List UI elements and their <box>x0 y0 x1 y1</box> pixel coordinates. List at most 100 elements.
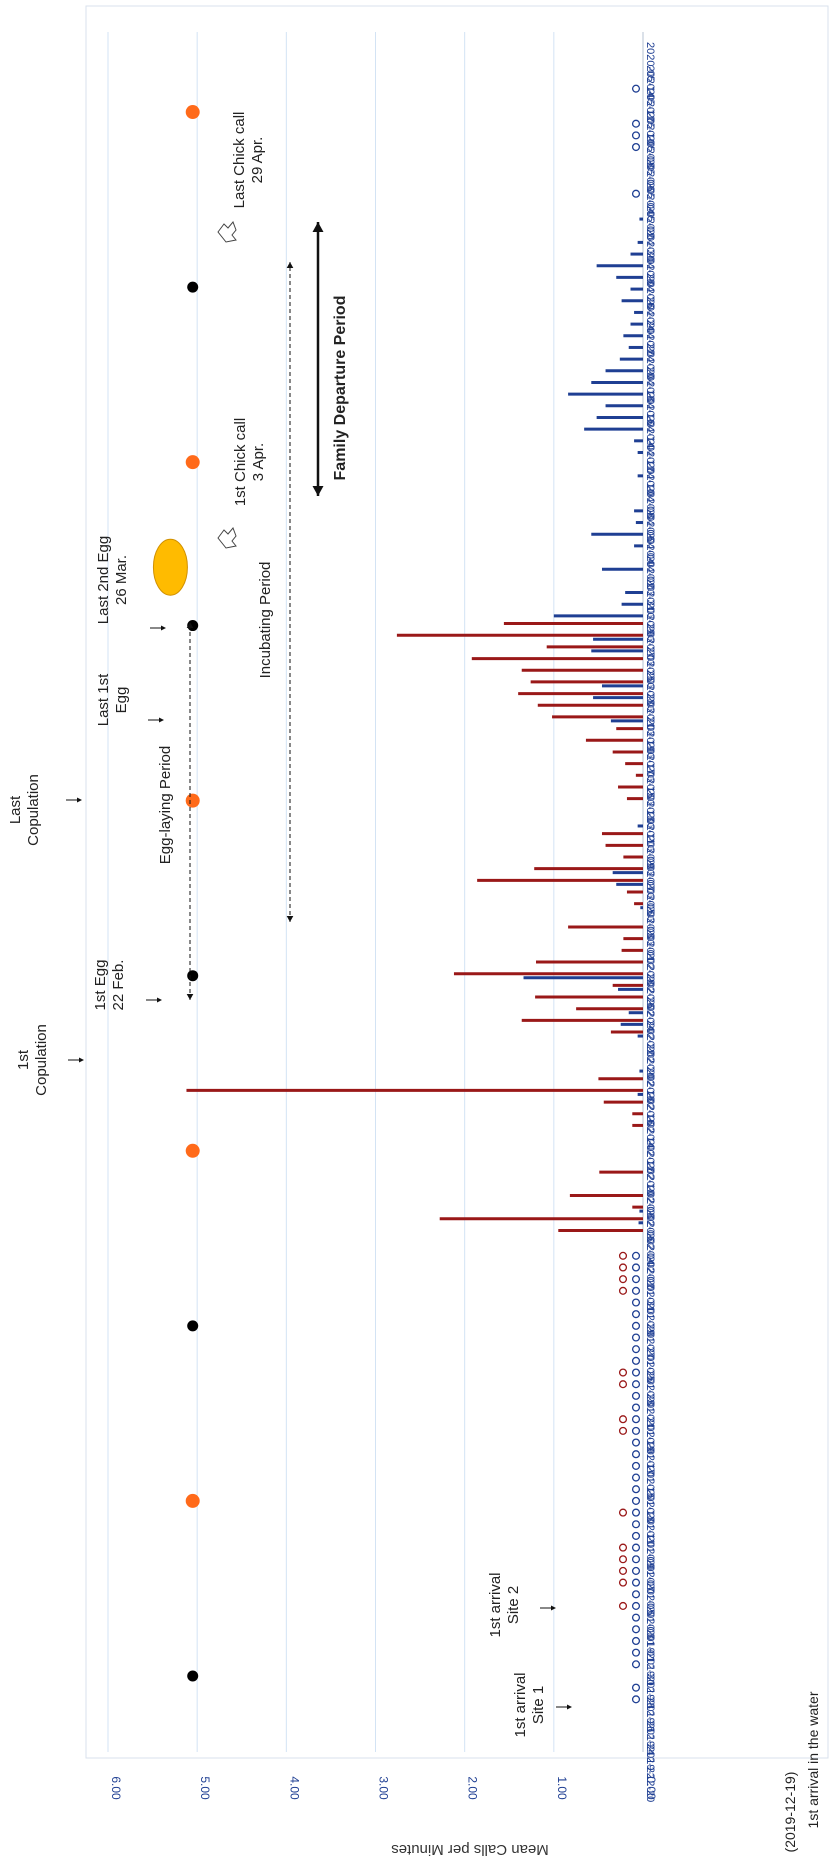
y-tick-label: 0.00 <box>644 1776 658 1800</box>
zero-marker <box>631 1310 641 1319</box>
moon-phase-marker <box>187 281 199 293</box>
zero-marker <box>618 1508 628 1517</box>
zero-marker <box>631 1368 641 1377</box>
zero-marker <box>618 1543 628 1552</box>
x-tick-label: 2020-04-18 <box>644 345 656 401</box>
bars <box>186 217 643 1232</box>
x-tick-label: 2020-02-10 <box>644 1139 656 1195</box>
x-tick-label: 2020-04-16 <box>644 369 656 425</box>
x-tick-label: 2020-03-07 <box>644 836 656 892</box>
x-tick-label: 2019-12-26 <box>644 1676 656 1732</box>
x-axis-ticks: 2019-12-202019-12-222019-12-242019-12-26… <box>644 42 656 1802</box>
x-tick-label: 2020-01-09 <box>644 1513 656 1569</box>
x-tick-label: 2020-01-19 <box>644 1396 656 1452</box>
x-tick-label: 2020-04-08 <box>644 462 656 518</box>
zero-marker <box>618 1426 628 1435</box>
zero-markers <box>618 84 641 1704</box>
x-tick-label: 2020-05-06 <box>644 135 656 191</box>
zero-marker <box>618 1286 628 1295</box>
zero-marker <box>618 1578 628 1587</box>
y-tick-label: 3.00 <box>377 1776 391 1800</box>
moon-phase-marker <box>187 1320 199 1332</box>
zero-marker <box>631 131 641 140</box>
x-tick-label: 2020-03-13 <box>644 766 656 822</box>
y-tick-label: 6.00 <box>109 1776 123 1800</box>
x-tick-label: 2020-01-21 <box>644 1373 656 1429</box>
x-tick-label: 2020-02-04 <box>644 1209 656 1265</box>
zero-marker <box>631 1531 641 1540</box>
zero-marker <box>631 1543 641 1552</box>
x-tick-label: 2020-05-10 <box>644 89 656 145</box>
x-tick-label: 2020-01-11 <box>644 1489 656 1544</box>
annotation-arrow <box>186 622 194 1000</box>
zero-marker <box>618 1263 628 1272</box>
annotation-pointer <box>540 1605 556 1611</box>
annotation-pointer <box>68 1057 84 1063</box>
x-tick-label: 2020-01-25 <box>644 1326 656 1382</box>
zero-marker <box>631 1625 641 1634</box>
x-tick-label: 2020-04-14 <box>644 392 656 448</box>
x-tick-label: 2020-01-17 <box>644 1419 656 1475</box>
x-tick-label: 2020-04-12 <box>644 415 656 471</box>
x-tick-label: 2020-01-07 <box>644 1536 656 1592</box>
x-tick-label: 2020-03-27 <box>644 602 656 658</box>
annotation-pointer <box>146 997 162 1003</box>
zero-marker <box>631 1251 641 1260</box>
zero-marker <box>631 1695 641 1704</box>
y-tick-label: 5.00 <box>198 1776 212 1800</box>
x-tick-label: 2020-01-29 <box>644 1279 656 1335</box>
x-tick-label: 2020-02-06 <box>644 1186 656 1242</box>
zero-marker <box>631 1380 641 1389</box>
moon-phase-marker <box>185 1143 200 1158</box>
x-tick-label: 2020-03-09 <box>644 812 656 868</box>
zero-marker <box>631 1648 641 1657</box>
y-tick-label: 2.00 <box>466 1776 480 1800</box>
x-tick-label: 2020-01-23 <box>644 1349 656 1405</box>
annotation-label: 1st arrival in the water <box>805 1691 821 1828</box>
zero-marker <box>631 1345 641 1354</box>
annotation-label: Family Departure Period <box>332 296 349 481</box>
annotation-label: Egg-laying Period <box>157 746 174 864</box>
annotation-pointer <box>556 1704 572 1710</box>
zero-marker <box>631 1508 641 1517</box>
annotation-arrow <box>286 262 294 922</box>
zero-marker <box>631 1450 641 1459</box>
zero-marker <box>631 1286 641 1295</box>
x-tick-label: 2020-05-12 <box>644 65 656 121</box>
zero-marker <box>631 1496 641 1505</box>
x-tick-label: 2020-04-30 <box>644 205 656 261</box>
x-tick-label: 2020-05-02 <box>644 182 656 238</box>
x-tick-label: 2020-04-04 <box>644 509 656 565</box>
zero-marker <box>631 1683 641 1692</box>
annotation-label: (2019-12-19) <box>782 1772 798 1853</box>
zero-marker <box>631 1321 641 1330</box>
x-tick-label: 2020-02-02 <box>644 1232 656 1288</box>
x-tick-label: 2020-02-26 <box>644 952 656 1008</box>
zero-marker <box>631 119 641 128</box>
y-axis-ticks: 0.00 1.00 2.00 3.00 4.00 5.00 6.00 <box>109 1776 658 1800</box>
x-tick-label: 2020-01-27 <box>644 1302 656 1358</box>
x-tick-label: 2020-01-13 <box>644 1466 656 1522</box>
zero-marker <box>618 1601 628 1610</box>
x-tick-label: 2019-12-30 <box>644 1629 656 1685</box>
x-tick-label: 2020-03-11 <box>644 789 656 844</box>
x-tick-label: 2020-03-21 <box>644 672 656 728</box>
x-tick-label: 2020-05-14 <box>644 42 656 98</box>
y-tick-label: 1.00 <box>555 1776 569 1800</box>
x-tick-label: 2020-04-10 <box>644 439 656 495</box>
x-tick-label: 2020-02-20 <box>644 1022 656 1078</box>
gridlines <box>107 32 644 1752</box>
x-tick-label: 2020-03-03 <box>644 882 656 938</box>
chick-icon <box>217 221 237 243</box>
annotations: 1st arrivalSite 1 1st arrivalSite 2 1stCop… <box>7 112 821 1853</box>
annotation-label: 1st Chick call3 Apr. <box>232 418 267 506</box>
x-tick-label: 2019-12-28 <box>644 1653 656 1709</box>
x-tick-label: 2020-03-31 <box>644 556 656 612</box>
zero-marker <box>631 1438 641 1447</box>
zero-marker <box>631 1298 641 1307</box>
annotation-label: Last 2nd Egg26 Mar. <box>95 536 130 624</box>
zero-marker <box>631 1590 641 1599</box>
x-tick-label: 2020-04-24 <box>644 275 656 331</box>
x-tick-label: 2020-04-26 <box>644 252 656 308</box>
